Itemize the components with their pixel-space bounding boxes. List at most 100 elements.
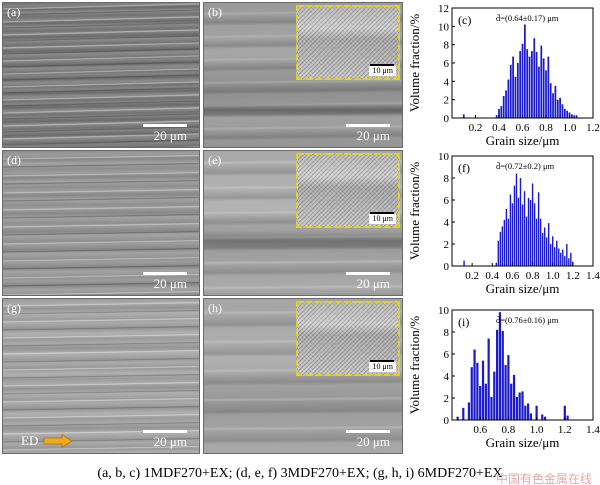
x-tick-label: 1.4 (586, 270, 600, 282)
y-tick-label: 2 (444, 95, 450, 107)
x-tick-label: 0.6 (516, 122, 530, 134)
histogram-bar (545, 70, 547, 118)
histogram-bar (552, 236, 554, 266)
plot-frame (451, 309, 594, 421)
y-tick-label: 10 (438, 21, 450, 33)
histogram-bar (510, 383, 513, 420)
histogram-bar (504, 365, 507, 420)
x-tick-label: 0.8 (526, 270, 540, 282)
y-tick-label: 10 (438, 305, 450, 317)
y-tick-label: 12 (438, 3, 449, 15)
histogram-bar (502, 96, 505, 118)
histogram-bar (519, 178, 522, 266)
histogram-bar (456, 416, 459, 420)
sem-micrograph-a: (a) 20 μm (2, 2, 200, 148)
histogram-bar (496, 329, 499, 420)
x-tick-label: 1.4 (586, 424, 600, 436)
sem-micrograph-h: (h) 10 μm 20 μm (203, 298, 403, 454)
histogram-bar (538, 66, 540, 118)
y-tick-label: 2 (444, 239, 450, 251)
histogram-bar (527, 197, 530, 266)
sem-micrograph-g: (g) ED 20 μm (2, 298, 200, 454)
y-tick-label: 6 (444, 195, 450, 207)
histogram-bar (515, 173, 518, 266)
histogram-bar (503, 219, 506, 266)
histogram-bar (507, 79, 510, 118)
histogram-bar (542, 58, 545, 118)
histogram-bar (487, 338, 490, 420)
panel-letter-a: (a) (7, 5, 21, 19)
histogram-bar (524, 405, 527, 420)
histogram-bar (507, 355, 510, 420)
histogram-bar (495, 115, 498, 118)
histogram-bar (509, 64, 512, 118)
histogram-bar (541, 233, 544, 266)
histogram-bar (514, 76, 517, 118)
x-tick-label: 1.0 (546, 270, 560, 282)
sem-micrograph-d: (d) 20 μm (2, 150, 200, 296)
histogram-bar (554, 247, 556, 266)
histogram-bar (513, 185, 516, 266)
histogram-bar (490, 396, 493, 420)
y-tick-label: 0 (444, 415, 450, 427)
x-axis-label: Grain size/μm (486, 435, 560, 450)
histogram-bar (517, 197, 520, 266)
inset-scale-label-h: 10 μm (369, 362, 396, 372)
histogram-bar (552, 93, 554, 118)
x-tick-label: 0.4 (485, 270, 499, 282)
histogram-bar (512, 374, 516, 420)
scale-label-d: 20 μm (153, 276, 187, 291)
histogram-bar (493, 371, 496, 420)
histogram-bar (523, 24, 526, 118)
histogram-bar (547, 56, 550, 118)
ed-arrow-icon (43, 434, 73, 448)
histogram-bar (556, 99, 559, 118)
histogram-bar (540, 45, 543, 118)
histogram-bar (518, 392, 521, 420)
mean-grain-size-annotation: d̄=(0.64±0.17) μm (496, 13, 559, 23)
histogram-bar (505, 90, 507, 118)
scale-bar-g (143, 430, 187, 433)
y-tick-label: 0 (444, 261, 450, 273)
histogram-bar (566, 244, 568, 266)
histogram-bar (528, 56, 531, 118)
histogram-bar (516, 63, 519, 118)
x-tick-label: 0.6 (473, 424, 487, 436)
histogram-bar (575, 115, 578, 118)
panel-letter: (f) (458, 161, 470, 175)
inset-scale-label-e: 10 μm (369, 214, 396, 224)
figure-caption: (a, b, c) 1MDF270+EX; (d, e, f) 3MDF270+… (97, 466, 503, 481)
scale-label-g: 20 μm (153, 434, 187, 449)
watermark: 中国有色金属在线 (495, 472, 592, 485)
mean-grain-size-annotation: d̄=(0.76±0.16) μm (496, 315, 559, 325)
histogram-bar (568, 258, 570, 266)
histogram-bar (533, 38, 536, 118)
x-tick-label: 1.2 (566, 270, 580, 282)
histogram-bar (523, 191, 526, 266)
histogram-bar (495, 262, 498, 266)
histogram-bar (505, 208, 508, 266)
histogram-bar (498, 312, 502, 420)
histogram-bar (512, 56, 514, 118)
y-tick-label: 8 (444, 327, 450, 339)
x-tick-label: 0.8 (539, 122, 553, 134)
y-axis-label: Volume fraction/% (407, 162, 422, 260)
histogram-bar (533, 203, 536, 266)
histogram-bar (560, 252, 562, 266)
histogram-bar (549, 83, 552, 118)
y-tick-label: 4 (444, 217, 450, 229)
histogram-bar (479, 385, 482, 420)
panel-letter: (c) (458, 13, 471, 27)
scale-bar-a (143, 124, 187, 127)
histogram-bar (556, 240, 558, 266)
histogram-bar (529, 413, 533, 420)
plot-frame (451, 155, 594, 267)
histogram-bar (484, 383, 487, 420)
histogram-bar (511, 203, 514, 266)
panel-letter-g: (g) (7, 301, 21, 315)
histogram-bar (521, 43, 524, 118)
scale-label-e: 20 μm (356, 276, 390, 291)
y-tick-label: 10 (438, 151, 450, 163)
y-tick-label: 8 (444, 173, 450, 185)
histogram-bar (566, 110, 569, 118)
